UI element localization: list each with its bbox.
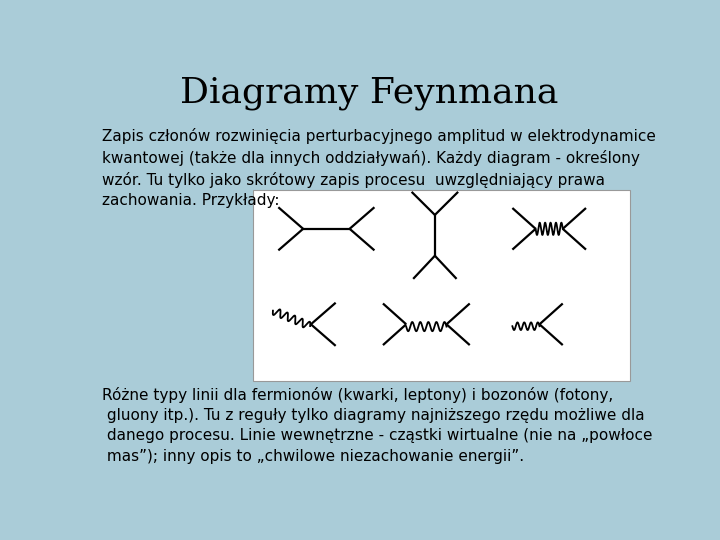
Text: Diagramy Feynmana: Diagramy Feynmana [180, 76, 558, 110]
Bar [90, 65, 648, 120]
Text: Różne typy linii dla fermionów (kwarki, leptony) i bozonów (fotony,
 gluony itp.: Różne typy linii dla fermionów (kwarki, … [102, 387, 652, 464]
Text: Zapis członów rozwinięcia perturbacyjnego amplitud w elektrodynamice
kwantowej (: Zapis członów rozwinięcia perturbacyjneg… [102, 128, 655, 208]
Bar [253, 190, 630, 381]
